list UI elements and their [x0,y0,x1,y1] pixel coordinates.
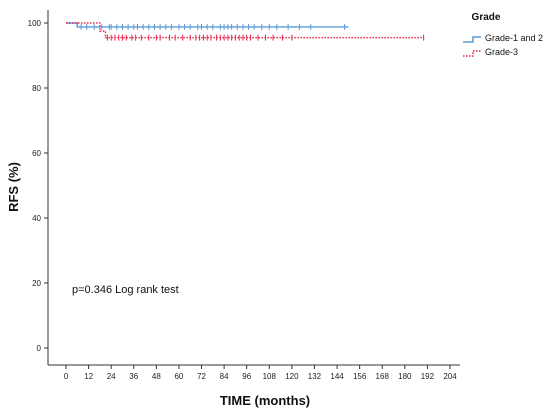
legend-label-grade-3: Grade-3 [485,47,518,57]
legend-swatch-grade-3 [463,50,481,57]
y-tick-label: 0 [37,344,42,353]
x-tick-label: 192 [421,372,435,381]
y-tick-label: 20 [32,279,41,288]
x-tick-label: 24 [107,372,116,381]
series-layer [66,22,425,41]
x-tick-label: 108 [263,372,277,381]
x-tick-label: 84 [220,372,229,381]
y-ticks: 0 20 40 60 80 100 [28,19,48,353]
x-tick-label: 156 [353,372,367,381]
x-ticks: 0 12 24 36 48 60 72 84 96 108 120 132 144 156 168 180 19… [64,365,457,381]
p-value-annotation: p=0.346 Log rank test [72,284,179,296]
y-tick-label: 60 [32,149,41,158]
x-tick-label: 180 [398,372,412,381]
y-tick-label: 100 [28,19,42,28]
x-tick-label: 60 [174,372,183,381]
x-tick-label: 204 [443,372,457,381]
x-tick-label: 144 [330,372,344,381]
legend: Grade Grade-1 and 2 Grade-3 [463,12,543,57]
y-tick-label: 80 [32,84,41,93]
x-tick-label: 48 [152,372,161,381]
legend-swatch-grade-1-and-2 [463,36,481,43]
legend-title: Grade [472,12,501,23]
plot-frame [47,10,460,366]
x-tick-label: 12 [84,372,93,381]
x-tick-label: 168 [376,372,390,381]
x-tick-label: 72 [197,372,206,381]
x-tick-label: 36 [129,372,138,381]
x-tick-label: 120 [285,372,299,381]
x-tick-label: 96 [242,372,251,381]
x-axis-title: TIME (months) [220,393,310,408]
y-tick-label: 40 [32,214,41,223]
survival-curve-grade-3 [66,22,424,39]
x-tick-label: 0 [64,372,69,381]
x-tick-label: 132 [308,372,322,381]
legend-label-grade-1-and-2: Grade-1 and 2 [485,33,543,43]
y-axis-title: RFS (%) [6,162,21,212]
